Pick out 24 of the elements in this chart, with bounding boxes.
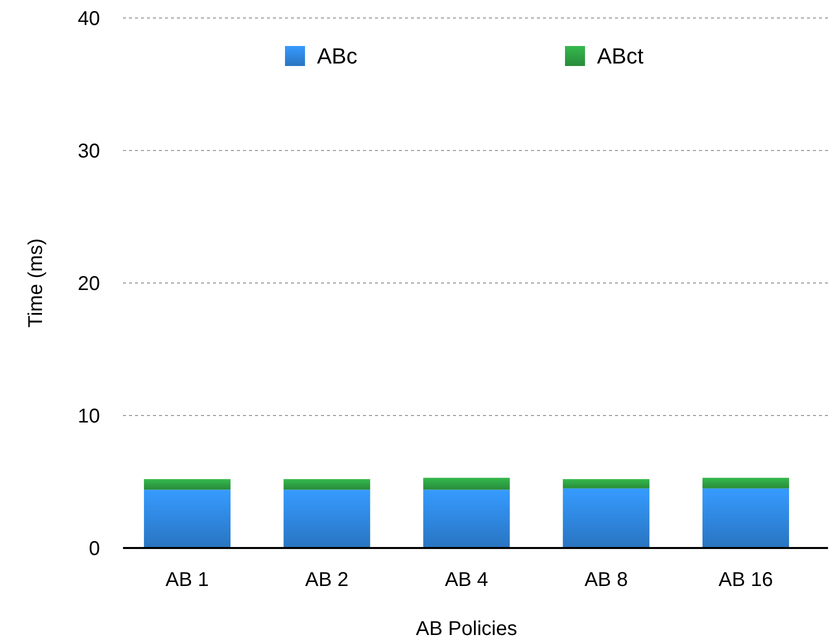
bar xyxy=(144,490,231,548)
y-axis-title: Time (ms) xyxy=(25,238,47,328)
y-tick-label: 30 xyxy=(78,140,100,162)
bar xyxy=(144,479,231,490)
bar xyxy=(562,479,650,488)
legend-label: ABct xyxy=(597,44,644,69)
bar xyxy=(423,490,510,548)
bar xyxy=(284,490,370,548)
x-tick-label: AB 1 xyxy=(166,569,209,591)
bar xyxy=(702,478,790,488)
x-tick-label: AB 16 xyxy=(718,569,774,591)
x-axis-title: AB Policies xyxy=(416,618,518,640)
bar xyxy=(702,488,790,548)
x-tick-label: AB 4 xyxy=(444,569,488,591)
bar xyxy=(423,478,510,490)
x-tick-label: AB 8 xyxy=(584,569,628,591)
legend-label: ABc xyxy=(317,44,358,69)
y-tick-label: 20 xyxy=(78,273,100,295)
y-tick-label: 0 xyxy=(88,538,100,560)
x-tick-label: AB 2 xyxy=(305,569,349,591)
bar xyxy=(562,488,650,548)
y-tick-label: 40 xyxy=(78,8,100,30)
y-tick-label: 10 xyxy=(78,406,100,428)
bar xyxy=(284,479,370,490)
